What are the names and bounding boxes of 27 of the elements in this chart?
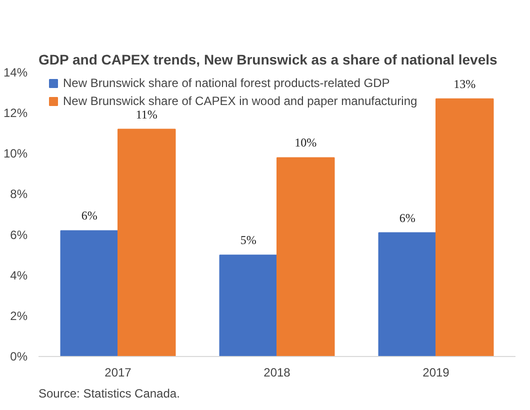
y-tick-label: 8% xyxy=(10,187,28,202)
data-label: 6% xyxy=(399,210,416,225)
data-label: 10% xyxy=(294,136,317,150)
data-label: 13% xyxy=(454,76,476,91)
y-tick-label: 12% xyxy=(3,106,28,120)
y-tick-label: 0% xyxy=(10,350,28,364)
x-tick-label: 2018 xyxy=(264,366,291,380)
y-tick-label: 10% xyxy=(3,146,28,161)
y-tick-label: 2% xyxy=(10,308,28,323)
bar xyxy=(378,232,436,356)
bar xyxy=(436,98,494,356)
chart-title: GDP and CAPEX trends, New Brunswick as a share of national levels xyxy=(38,52,498,68)
x-tick-label: 2017 xyxy=(104,366,132,380)
data-label: 6% xyxy=(81,208,98,223)
legend-label: New Brunswick share of national forest products-related GDP xyxy=(63,76,390,90)
y-tick-label: 4% xyxy=(10,268,28,282)
y-tick-label: 6% xyxy=(10,228,28,242)
source-note: Source: Statistics Canada. xyxy=(38,386,180,400)
x-tick-label: 2019 xyxy=(422,366,450,380)
data-label: 11% xyxy=(136,107,158,122)
legend-label: New Brunswick share of CAPEX in wood and paper manufacturing xyxy=(63,94,418,108)
bar xyxy=(276,157,335,356)
bar xyxy=(219,254,278,356)
y-tick-label: 14% xyxy=(3,66,28,80)
bar xyxy=(118,128,176,356)
bar xyxy=(60,230,118,356)
data-label: 5% xyxy=(240,233,256,248)
